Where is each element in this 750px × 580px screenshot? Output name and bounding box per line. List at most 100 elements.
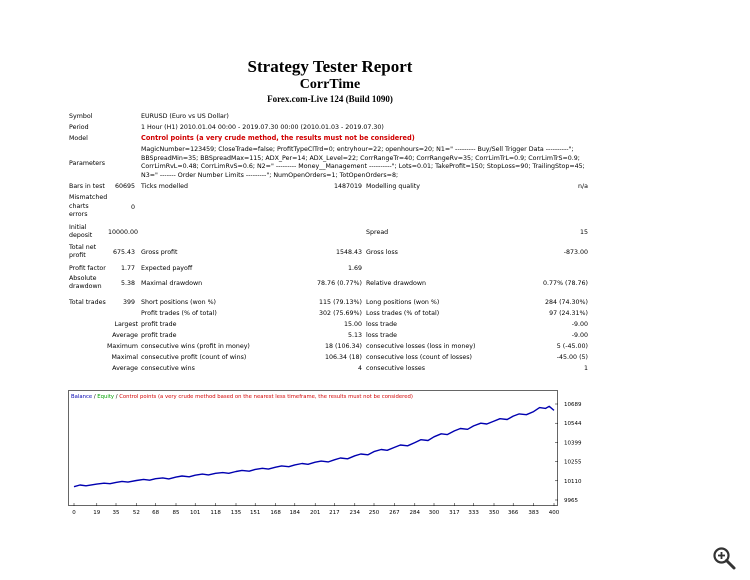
x-tick-label: 366 [508, 510, 519, 516]
legend-separator: / [92, 394, 97, 400]
y-tick-label: 10689 [564, 402, 582, 408]
ea-name: CorrTime [299, 77, 361, 92]
balance-line [73, 405, 555, 488]
x-tick-label: 267 [389, 510, 400, 516]
row-average: Average profit trade 5.13 loss trade -9.… [66, 331, 596, 342]
row-parameters: Parameters MagicNumber=123459; CloseTrad… [66, 145, 596, 182]
ticks-label: Ticks modelled [141, 183, 189, 190]
param-line: CorrLimRvL=0.48; CorrLimRvS=0.6; N2=" --… [141, 163, 585, 170]
x-tick-label: 250 [369, 510, 380, 516]
pf-label: Profit factor [69, 265, 106, 272]
parameters-value: MagicNumber=123459; CloseTrade=false; Pr… [141, 146, 585, 180]
x-tick-label: 135 [231, 510, 242, 516]
x-tick-label: 19 [93, 510, 100, 516]
period-value: 1 Hour (H1) 2010.01.04 00:00 - 2019.07.3… [141, 124, 384, 131]
x-tick-label: 85 [173, 510, 180, 516]
netprofit-label: Total net profit [69, 244, 97, 259]
grossloss-value: -873.00 [563, 249, 588, 256]
report-header: Strategy Tester Report CorrTime Forex.co… [0, 57, 660, 105]
mcp-label: consecutive profit (count of wins) [141, 354, 247, 361]
largest-label: Largest [114, 321, 138, 328]
grossprofit-value: 1548.43 [335, 249, 362, 256]
deposit-value: 10000.00 [107, 229, 138, 236]
mq-value: n/a [578, 183, 588, 190]
trades-value: 399 [122, 299, 135, 306]
largest-profit-value: 15.00 [343, 321, 362, 328]
mismatch-value: 0 [130, 204, 135, 211]
row-profitfactor: Profit factor 1.77 Expected payoff 1.69 [66, 264, 596, 275]
legend-balance: Balance [71, 394, 92, 400]
param-line: BBSpreadMin=35; BBSpreadMax=115; ADX_Per… [141, 154, 580, 162]
legend-equity: Equity [97, 394, 114, 400]
chart-series [73, 405, 555, 488]
y-tick-label: 10399 [564, 440, 582, 446]
row-maximum: Maximum consecutive wins (profit in mone… [66, 342, 596, 353]
acw-label: consecutive wins [141, 365, 195, 372]
x-tick-label: 383 [528, 510, 539, 516]
balance-chart: Balance / Equity / Control points (a ver… [68, 390, 588, 520]
pf-value: 1.77 [120, 265, 135, 272]
largest-loss-value: -9.00 [571, 321, 588, 328]
pt-label: Profit trades (% of total) [141, 310, 217, 317]
bars-value: 60695 [114, 183, 135, 190]
row-netprofit: Total net profit 675.43 Gross profit 154… [66, 244, 596, 264]
model-label: Model [69, 135, 88, 142]
row-profittrades: Profit trades (% of total) 302 (75.69%) … [66, 309, 596, 320]
row-symbol: Symbol EURUSD (Euro vs US Dollar) [66, 112, 596, 123]
average-loss-value: -9.00 [571, 332, 588, 339]
mcloss-value: -45.00 (5) [556, 354, 588, 361]
trades-label: Total trades [69, 299, 106, 306]
row-bars: Bars in test 60695 Ticks modelled 148701… [66, 182, 596, 194]
x-tick-label: 0 [72, 510, 76, 516]
row-largest: Largest profit trade 15.00 loss trade -9… [66, 320, 596, 331]
x-tick-label: 333 [468, 510, 479, 516]
row-period: Period 1 Hour (H1) 2010.01.04 00:00 - 20… [66, 123, 596, 134]
acw-value: 4 [357, 365, 362, 372]
x-tick-label: 35 [113, 510, 120, 516]
report-table: Symbol EURUSD (Euro vs US Dollar) Period… [66, 112, 596, 375]
mcp-value: 106.34 (18) [325, 354, 362, 361]
average-loss-label: loss trade [366, 332, 397, 339]
x-tick-label: 234 [350, 510, 361, 516]
deposit-label: Initial deposit [69, 224, 93, 239]
payoff-value: 1.69 [347, 265, 362, 272]
x-tick-label: 400 [549, 510, 560, 516]
x-tick-label: 201 [310, 510, 321, 516]
y-tick-label: 10255 [564, 460, 582, 466]
maxdd-label: Maximal drawdown [141, 280, 203, 287]
x-tick-label: 168 [270, 510, 281, 516]
average2-label: Average [112, 365, 138, 372]
acl-value: 1 [583, 365, 588, 372]
magnifier-plus-icon[interactable] [711, 545, 737, 571]
report-title: Strategy Tester Report [247, 57, 413, 76]
symbol-label: Symbol [69, 113, 93, 120]
lt-label: Loss trades (% of total) [366, 310, 440, 317]
param-line: N3=" ------- Order Number Limits -------… [141, 171, 399, 179]
server-info: Forex.com-Live 124 (Build 1090) [267, 94, 393, 104]
grossprofit-label: Gross profit [141, 249, 178, 256]
param-line: MagicNumber=123459; CloseTrade=false; Pr… [141, 146, 574, 153]
spread-value: 15 [579, 229, 588, 236]
x-tick-label: 101 [190, 510, 201, 516]
legend-model: Control points (a very crude method base… [119, 394, 413, 400]
mq-label: Modelling quality [366, 183, 420, 190]
average-profit-label: profit trade [141, 332, 177, 339]
model-value: Control points (a very crude method, the… [141, 134, 415, 142]
acl-label: consecutive losses [366, 365, 426, 372]
balance-chart-svg: Balance / Equity / Control points (a ver… [68, 390, 582, 516]
reldd-label: Relative drawdown [366, 280, 426, 287]
plot-frame [68, 390, 558, 506]
y-tick-label: 9965 [564, 498, 578, 504]
absdd-label: Absolute drawdown [69, 275, 102, 290]
reldd-value: 0.77% (78.76) [543, 280, 588, 287]
maxdd-value: 78.76 (0.77%) [317, 280, 362, 287]
period-label: Period [69, 124, 89, 131]
x-tick-label: 151 [250, 510, 261, 516]
row-trades: Total trades 399 Short positions (won %)… [66, 295, 596, 309]
y-tick-label: 10110 [564, 479, 582, 485]
average-profit-value: 5.13 [347, 332, 362, 339]
row-drawdown: Absolute drawdown 5.38 Maximal drawdown … [66, 275, 596, 295]
x-tick-label: 300 [429, 510, 440, 516]
spread-label: Spread [366, 229, 389, 236]
largest-loss-label: loss trade [366, 321, 397, 328]
